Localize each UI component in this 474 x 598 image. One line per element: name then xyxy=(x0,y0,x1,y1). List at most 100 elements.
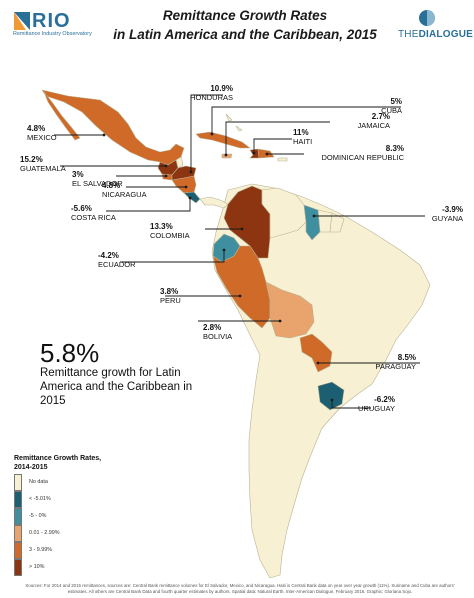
value-jamaica: 2.7% xyxy=(371,112,390,121)
leader-line-uruguay xyxy=(331,400,371,409)
name-nicaragua: NICARAGUA xyxy=(102,190,147,199)
dialogue-logo-main: DIALOGUE xyxy=(418,29,473,40)
value-nicaragua: 4.8% xyxy=(102,181,121,190)
leader-dot-nicaragua xyxy=(184,185,188,189)
name-guyana: GUYANA xyxy=(431,214,463,223)
leader-line-costa-rica xyxy=(106,198,191,212)
map-title-line1: Remittance Growth Rates xyxy=(162,8,328,23)
label-honduras: 10.9% HONDURAS xyxy=(190,84,233,102)
name-uruguay: URUGUAY xyxy=(358,404,395,413)
value-honduras: 10.9% xyxy=(210,84,233,93)
name-mexico: MEXICO xyxy=(27,133,57,142)
legend-swatch xyxy=(14,542,22,559)
rio-logo-text: RIO xyxy=(32,10,71,32)
label-guatemala: 15.2% GUATEMALA xyxy=(20,155,66,173)
bahamas-landmass xyxy=(225,113,243,132)
puerto-rico-landmass xyxy=(277,157,288,162)
legend-label: 3 - 9.99% xyxy=(29,547,53,553)
leader-dot-paraguay xyxy=(316,361,320,365)
leader-dot-bolivia xyxy=(278,319,282,323)
leader-lines xyxy=(54,94,425,409)
south-america-landmass xyxy=(211,183,431,579)
region-colombia xyxy=(223,185,271,259)
leader-line-cuba xyxy=(211,106,401,134)
map-title-line2: in Latin America and the Caribbean, 2015 xyxy=(113,27,377,42)
legend-title: Remittance Growth Rates, 2014-2015 xyxy=(14,455,102,471)
leader-dot-honduras xyxy=(189,170,193,174)
leader-dots xyxy=(102,132,334,402)
leader-dot-peru xyxy=(238,294,242,298)
name-bolivia: BOLIVIA xyxy=(203,332,233,341)
legend-label: No data xyxy=(29,479,48,485)
region-costa-rica xyxy=(183,191,201,204)
region-baja-california xyxy=(43,91,81,141)
map-title: Remittance Growth Rates in Latin America… xyxy=(95,6,395,44)
value-el-salvador: 3% xyxy=(72,170,84,179)
value-colombia: 13.3% xyxy=(150,222,173,231)
leader-line-honduras xyxy=(190,94,223,172)
dialogue-logo: THEDIALOGUE xyxy=(398,29,473,40)
legend-swatch xyxy=(14,474,22,491)
name-costa-rica: COSTA RICA xyxy=(71,213,116,222)
region-el-salvador xyxy=(161,173,173,181)
leader-line-ecuador xyxy=(120,250,225,263)
leader-dot-jamaica xyxy=(224,153,228,157)
region-guyana xyxy=(303,204,321,241)
label-el-salvador: 3% EL SALVADOR xyxy=(72,170,123,188)
leader-dot-el-salvador xyxy=(164,174,168,178)
leader-dot-dominican-republic xyxy=(265,152,269,156)
basemap xyxy=(41,89,431,579)
leader-line-jamaica xyxy=(225,121,330,155)
legend-label: < -5.01% xyxy=(29,496,51,502)
label-colombia: 13.3% COLOMBIA xyxy=(150,222,190,240)
value-ecuador: -4.2% xyxy=(98,251,119,260)
french-guiana-landmass xyxy=(329,212,345,233)
label-nicaragua: 4.8% NICARAGUA xyxy=(102,181,147,199)
name-peru: PERU xyxy=(160,296,181,305)
leader-dot-ecuador xyxy=(222,248,226,252)
panama-landmass xyxy=(199,196,229,209)
leader-dot-cuba xyxy=(210,132,214,136)
rio-subtitle: Remittance Industry Observatory xyxy=(13,31,92,37)
region-paraguay xyxy=(299,333,333,373)
label-ecuador: -4.2% ECUADOR xyxy=(98,251,136,269)
value-guyana: -3.9% xyxy=(442,205,463,214)
value-guatemala: 15.2% xyxy=(20,155,43,164)
leader-line-haiti xyxy=(253,138,292,153)
leader-dot-costa-rica xyxy=(188,196,192,200)
legend-swatch xyxy=(14,508,22,525)
region-mexico xyxy=(41,89,185,166)
legend-swatch xyxy=(14,491,22,508)
name-haiti: HAITI xyxy=(293,137,313,146)
sources-note: Sources: For 2014 and 2015 remittances, … xyxy=(25,583,455,594)
legend-swatch xyxy=(14,559,22,576)
name-ecuador: ECUADOR xyxy=(98,260,136,269)
label-paraguay: 8.5% PARAGUAY xyxy=(375,353,416,371)
label-jamaica: 2.7% JAMAICA xyxy=(357,112,390,130)
region-uruguay xyxy=(317,381,345,411)
name-paraguay: PARAGUAY xyxy=(375,362,416,371)
value-paraguay: 8.5% xyxy=(397,353,416,362)
legend-label: > 10% xyxy=(29,564,45,570)
name-colombia: COLOMBIA xyxy=(150,231,190,240)
suriname-landmass xyxy=(317,209,333,233)
highlight-text: Remittance growth for Latin America and … xyxy=(40,367,193,407)
name-honduras: HONDURAS xyxy=(190,93,233,102)
region-cuba xyxy=(195,131,251,149)
legend-swatch xyxy=(14,525,22,542)
value-bolivia: 2.8% xyxy=(203,323,222,332)
label-costa-rica: -5.6% COSTA RICA xyxy=(71,204,116,222)
name-jamaica: JAMAICA xyxy=(357,121,390,130)
region-venezuela xyxy=(261,187,307,239)
legend-label: -5 - 0% xyxy=(29,513,47,519)
value-haiti: 11% xyxy=(293,128,309,137)
name-el-salvador: EL SALVADOR xyxy=(72,179,123,188)
leader-dot-haiti xyxy=(252,151,256,155)
leader-dot-colombia xyxy=(240,227,244,231)
leader-dot-mexico xyxy=(102,133,106,137)
label-guyana: -3.9% GUYANA xyxy=(432,205,463,223)
rio-logo-icon xyxy=(14,12,30,30)
value-dominican-republic: 8.3% xyxy=(385,144,404,153)
